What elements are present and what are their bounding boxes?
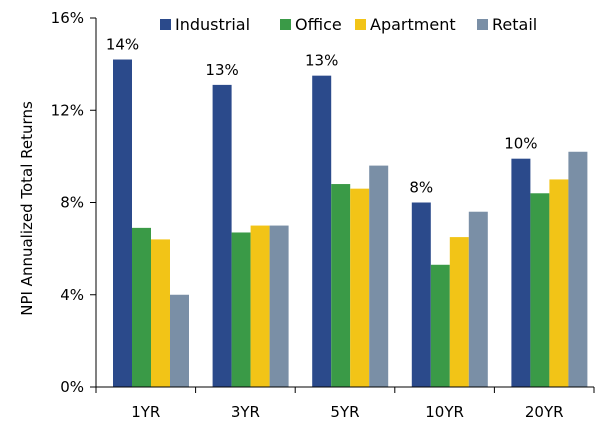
x-tick-label: 20YR bbox=[525, 403, 564, 421]
y-axis-ticks: 0% 4% 8% 12% 16% bbox=[51, 9, 96, 396]
legend-swatch-office bbox=[280, 19, 291, 30]
bar-industrial-1yr bbox=[113, 59, 132, 387]
legend: Industrial Office Apartment Retail bbox=[160, 15, 537, 34]
bar-retail-10yr bbox=[468, 211, 488, 387]
data-label: 13% bbox=[305, 52, 338, 70]
data-label: 14% bbox=[106, 36, 139, 54]
y-tick-label: 8% bbox=[60, 194, 84, 212]
bar-office-10yr bbox=[430, 264, 450, 387]
bar-retail-1yr bbox=[170, 294, 189, 387]
bar-office-1yr bbox=[132, 227, 151, 387]
data-label: 10% bbox=[504, 135, 537, 153]
legend-swatch-apartment bbox=[355, 19, 366, 30]
data-label: 13% bbox=[205, 61, 238, 79]
legend-label-apartment: Apartment bbox=[370, 15, 456, 34]
bar-apartment-5yr bbox=[350, 188, 370, 387]
x-axis-ticks: 1YR 3YR 5YR 10YR 20YR bbox=[95, 387, 595, 421]
axes bbox=[95, 18, 594, 388]
y-tick-label: 16% bbox=[51, 9, 84, 27]
bar-apartment-3yr bbox=[250, 225, 270, 387]
bar-apartment-20yr bbox=[549, 179, 569, 387]
x-tick-label: 10YR bbox=[425, 403, 464, 421]
data-labels: 14% 13% 13% 8% 10% bbox=[106, 36, 538, 197]
bar-retail-5yr bbox=[369, 165, 389, 387]
bar-retail-20yr bbox=[568, 151, 588, 387]
legend-label-office: Office bbox=[295, 15, 342, 34]
y-axis-label: NPI Annualized Total Returns bbox=[18, 101, 36, 316]
bar-industrial-20yr bbox=[511, 158, 531, 387]
y-axis-title: NPI Annualized Total Returns bbox=[18, 101, 36, 316]
legend-swatch-industrial bbox=[160, 19, 171, 30]
bar-retail-3yr bbox=[269, 225, 289, 387]
bar-industrial-10yr bbox=[411, 202, 431, 387]
bar-apartment-1yr bbox=[151, 239, 170, 387]
bar-office-5yr bbox=[331, 184, 351, 387]
bar-office-20yr bbox=[530, 193, 550, 387]
x-tick-label: 3YR bbox=[231, 403, 260, 421]
legend-swatch-retail bbox=[477, 19, 488, 30]
data-label: 8% bbox=[409, 179, 433, 197]
x-tick-label: 5YR bbox=[330, 403, 359, 421]
y-tick-label: 0% bbox=[60, 378, 84, 396]
legend-label-retail: Retail bbox=[492, 15, 537, 34]
bar-industrial-5yr bbox=[312, 75, 332, 387]
bar-office-3yr bbox=[231, 232, 251, 387]
legend-label-industrial: Industrial bbox=[175, 15, 250, 34]
y-tick-label: 12% bbox=[51, 101, 84, 119]
x-tick-label: 1YR bbox=[131, 403, 160, 421]
bar-industrial-3yr bbox=[212, 84, 232, 387]
y-tick-label: 4% bbox=[60, 286, 84, 304]
bar-apartment-10yr bbox=[449, 237, 469, 387]
bar-series bbox=[113, 59, 588, 387]
